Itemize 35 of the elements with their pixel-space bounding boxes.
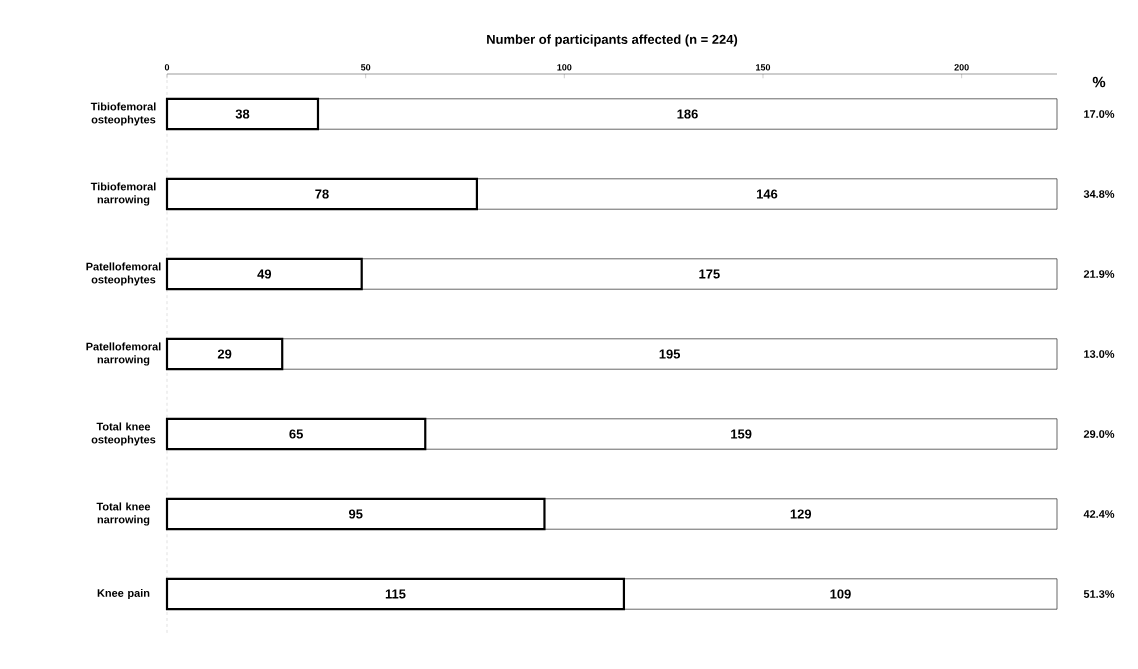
data-label: 175: [699, 269, 720, 279]
chart-title: Number of participants affected (n = 224): [487, 34, 738, 47]
data-label: 129: [790, 509, 812, 519]
data-label: 115: [385, 589, 406, 599]
x-tick-label: 100: [557, 64, 572, 71]
text: 13.0%: [1084, 350, 1115, 358]
data-label: 38: [235, 109, 250, 119]
data-label: 78: [315, 189, 329, 199]
data-label: 65: [289, 429, 303, 439]
text: 17.0%: [1084, 110, 1115, 118]
text: 29.0%: [1083, 430, 1115, 438]
data-label: 195: [659, 349, 681, 359]
x-tick-label: 0: [164, 64, 170, 71]
data-label: 186: [677, 109, 698, 119]
y-tick-label: Total knee osteophytes: [91, 422, 156, 446]
x-tick-label: 150: [756, 64, 771, 71]
data-label: 159: [731, 429, 752, 439]
data-label: 49: [257, 269, 272, 279]
text: 21.9%: [1083, 270, 1115, 278]
y-tick-label: Patellofemoral narrowing: [86, 342, 161, 366]
text: %: [1092, 76, 1106, 88]
y-tick-label: Tibiofemoral narrowing: [90, 182, 156, 206]
x-tick-label: 200: [954, 64, 969, 71]
y-tick-label: Tibiofemoral osteophytes: [90, 102, 156, 126]
data-label: 95: [348, 509, 363, 519]
x-tick-label: 50: [360, 64, 371, 71]
data-label: 146: [756, 189, 778, 199]
text: 42.4%: [1083, 510, 1115, 518]
data-label: 29: [217, 349, 232, 359]
text: 34.8%: [1083, 190, 1115, 198]
data-label: 109: [830, 589, 851, 599]
text: 51.3%: [1083, 590, 1115, 598]
y-tick-label: Patellofemoral osteophytes: [86, 262, 161, 286]
y-tick-label: Knee pain: [97, 588, 150, 600]
y-tick-label: Total knee narrowing: [96, 502, 151, 526]
